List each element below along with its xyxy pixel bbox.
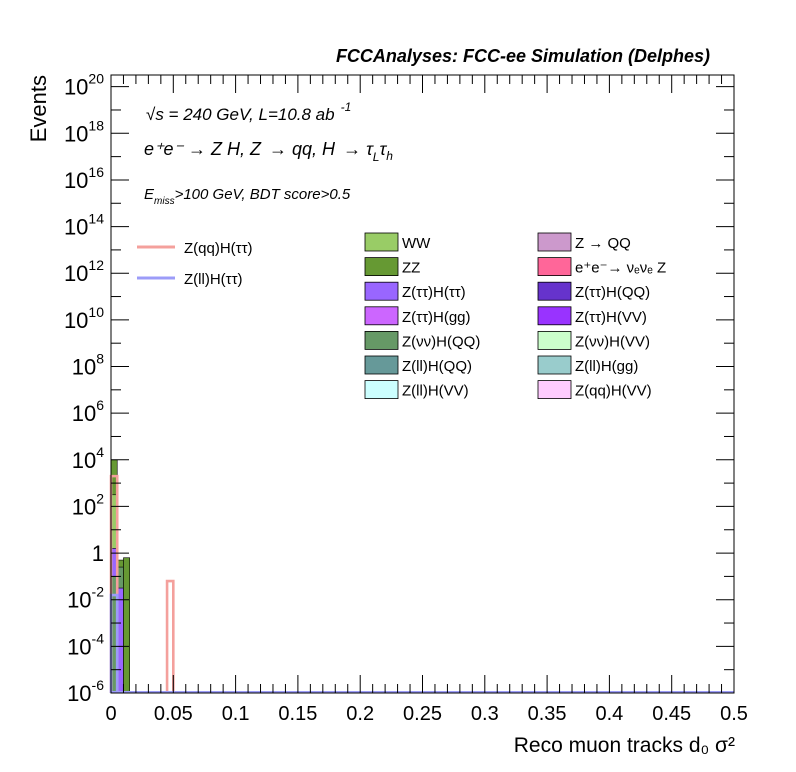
stack-bar-bin2-layer0 [123, 557, 130, 694]
bg-legend-swatch [537, 257, 572, 277]
bg-legend-swatch [364, 232, 399, 252]
bg-legend-label: e⁺e⁻→ νₑνₑ Z [575, 260, 666, 277]
bg-legend-swatch [537, 281, 572, 301]
bg-legend-label: Z(ll)H(VV) [402, 383, 469, 400]
y-tick-label: 108 [72, 351, 104, 380]
x-tick-label: 0.5 [720, 703, 748, 725]
x-tick-label: 0.25 [403, 703, 442, 725]
y-tick-label: 1016 [64, 164, 104, 193]
bg-legend-label: Z → QQ [575, 235, 631, 252]
bg-legend-swatch [364, 355, 399, 375]
x-tick-label: 0.05 [154, 703, 193, 725]
bg-legend-label: Z(νν)H(VV) [575, 333, 650, 350]
bg-legend-label: Z(qq)H(VV) [575, 383, 652, 400]
x-tick-label: 0.45 [652, 703, 691, 725]
bg-legend-swatch [537, 330, 572, 350]
signal-legend-label: Z(qq)H(ττ) [184, 240, 253, 257]
process-label: e⁺e⁻ → Z H, Z → qq, H → τLτh [144, 139, 393, 164]
y-tick-label: 1018 [64, 117, 104, 146]
signal-legend-label: Z(ll)H(ττ) [184, 271, 243, 288]
x-tick-label: 0.15 [278, 703, 317, 725]
energy-lumi-label: √s = 240 GeV, L=10.8 ab -1 [146, 100, 351, 124]
bg-legend-swatch [537, 355, 572, 375]
signal-hist-0-bin1 [165, 579, 175, 693]
bg-legend-label: ZZ [402, 260, 420, 277]
y-tick-label: 102 [72, 490, 104, 519]
bg-legend-label: Z(ττ)H(gg) [402, 309, 471, 326]
y-tick-label: 10-6 [67, 677, 104, 706]
y-tick-label: 10-2 [67, 584, 104, 613]
bg-legend-label: Z(ττ)H(VV) [575, 309, 647, 326]
x-tick-label: 0.1 [222, 703, 250, 725]
y-tick-label: 106 [72, 397, 104, 426]
y-tick-label: 10-4 [67, 630, 104, 659]
x-tick-label: 0.4 [595, 703, 623, 725]
bg-legend-label: Z(ττ)H(ττ) [402, 284, 466, 301]
bg-legend-label: Z(νν)H(QQ) [402, 333, 480, 350]
bg-legend-swatch [364, 306, 399, 326]
y-axis-label: Events [26, 75, 51, 142]
y-tick-label: 1014 [64, 211, 104, 240]
y-tick-label: 1020 [64, 71, 104, 100]
x-tick-label: 0.2 [346, 703, 374, 725]
bg-legend-label: Z(ττ)H(QQ) [575, 284, 650, 301]
y-tick-label: 1 [92, 541, 104, 566]
bg-legend-label: WW [402, 235, 431, 252]
bg-legend-label: Z(ll)H(QQ) [402, 358, 472, 375]
x-tick-label: 0.35 [528, 703, 567, 725]
bg-legend-swatch [537, 306, 572, 326]
bg-legend-swatch [537, 232, 572, 252]
bg-legend-label: Z(ll)H(gg) [575, 358, 638, 375]
x-axis-label: Reco muon tracks d₀ σ² [514, 734, 735, 757]
bg-legend-swatch [364, 380, 399, 400]
y-tick-label: 104 [72, 444, 104, 473]
chart-title: FCCAnalyses: FCC-ee Simulation (Delphes) [336, 46, 710, 66]
selection-cut-label: Emiss>100 GeV, BDT score>0.5 [144, 186, 351, 207]
y-tick-label: 1010 [64, 304, 104, 333]
x-tick-label: 0.3 [471, 703, 499, 725]
x-tick-label: 0 [105, 703, 116, 725]
bg-legend-swatch [364, 257, 399, 277]
y-tick-label: 1012 [64, 257, 104, 286]
bg-legend-swatch [364, 281, 399, 301]
bg-legend-swatch [537, 380, 572, 400]
bg-legend-swatch [364, 330, 399, 350]
